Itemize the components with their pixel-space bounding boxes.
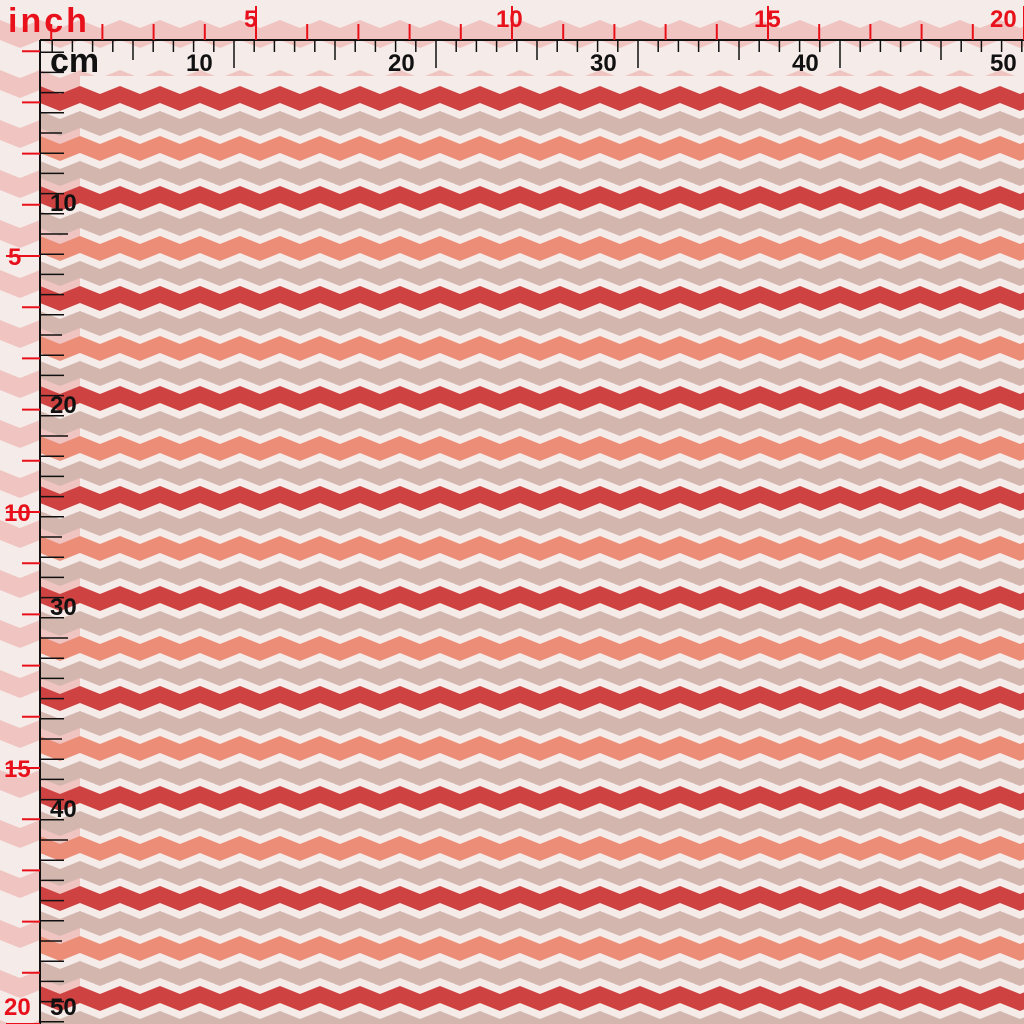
red-stripe: [40, 886, 1024, 911]
cm-unit-label: cm: [50, 42, 100, 80]
taupe-stripe: [40, 311, 1024, 336]
inch-unit-label: inch: [8, 2, 90, 40]
top-inch-label: 20: [990, 6, 1017, 33]
left-inch-label: 20: [4, 994, 31, 1021]
taupe-stripe: [40, 111, 1024, 136]
top-cm-label: 30: [590, 50, 617, 77]
taupe-stripe: [40, 611, 1024, 636]
taupe-stripe: [40, 711, 1024, 736]
red-stripe: [40, 786, 1024, 811]
top-cm-label: 40: [792, 50, 819, 77]
salmon-stripe: [40, 336, 1024, 361]
top-inch-label: 5: [244, 6, 258, 33]
taupe-stripe: [40, 861, 1024, 886]
salmon-stripe: [40, 536, 1024, 561]
left-inch-label: 10: [4, 500, 31, 527]
salmon-stripe: [40, 136, 1024, 161]
salmon-stripe: [40, 736, 1024, 761]
taupe-stripe: [40, 461, 1024, 486]
top-cm-label: 10: [186, 50, 213, 77]
top-cm-label: 50: [990, 50, 1017, 77]
red-stripe: [40, 386, 1024, 411]
taupe-stripe: [40, 1011, 1024, 1024]
salmon-stripe: [40, 236, 1024, 261]
salmon-stripe: [40, 636, 1024, 661]
left-cm-label: 20: [50, 392, 77, 419]
red-stripe: [40, 186, 1024, 211]
left-cm-label: 10: [50, 190, 77, 217]
taupe-stripe: [40, 361, 1024, 386]
left-inch-label: 5: [8, 244, 22, 271]
taupe-stripe: [40, 661, 1024, 686]
red-stripe: [40, 286, 1024, 311]
taupe-stripe: [40, 411, 1024, 436]
salmon-stripe: [40, 836, 1024, 861]
taupe-stripe: [40, 811, 1024, 836]
taupe-stripe: [40, 961, 1024, 986]
top-inch-label: 15: [754, 6, 781, 33]
top-inch-label: 10: [496, 6, 523, 33]
salmon-stripe: [40, 436, 1024, 461]
taupe-stripe: [40, 211, 1024, 236]
left-inch-label: 15: [4, 756, 31, 783]
left-cm-label: 50: [50, 994, 77, 1021]
taupe-stripe: [40, 261, 1024, 286]
red-stripe: [40, 86, 1024, 111]
left-cm-label: 30: [50, 594, 77, 621]
left-cm-label: 40: [50, 796, 77, 823]
taupe-stripe: [40, 761, 1024, 786]
red-stripe: [40, 586, 1024, 611]
red-stripe: [40, 986, 1024, 1011]
taupe-stripe: [40, 561, 1024, 586]
red-stripe: [40, 486, 1024, 511]
salmon-stripe: [40, 936, 1024, 961]
taupe-stripe: [40, 511, 1024, 536]
taupe-stripe: [40, 161, 1024, 186]
red-stripe: [40, 686, 1024, 711]
top-cm-label: 20: [388, 50, 415, 77]
taupe-stripe: [40, 911, 1024, 936]
